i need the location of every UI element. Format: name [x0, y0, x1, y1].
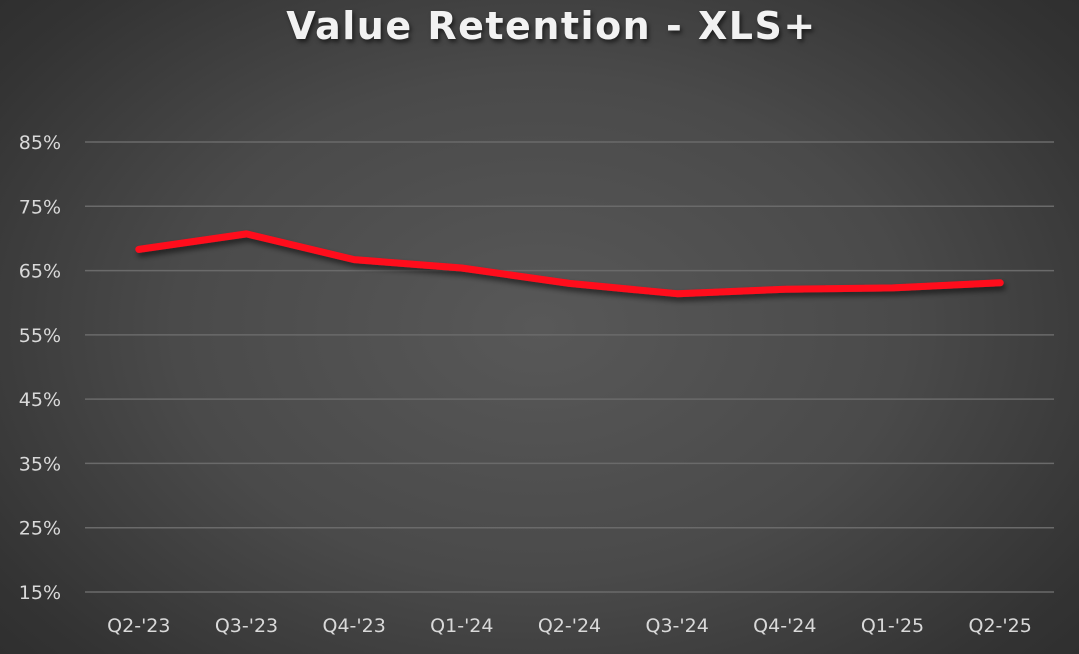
y-tick-label: 45% [19, 389, 61, 411]
x-tick-label: Q2-'25 [969, 615, 1032, 637]
x-tick-label: Q4-'23 [323, 615, 386, 637]
y-tick-label: 15% [19, 582, 61, 604]
y-tick-label: 85% [19, 132, 61, 154]
y-tick-label: 25% [19, 518, 61, 540]
x-tick-label: Q1-'25 [861, 615, 924, 637]
y-tick-label: 55% [19, 325, 61, 347]
x-axis-labels: Q2-'23 Q3-'23 Q4-'23 Q1-'24 Q2-'24 Q3-'24 Q4-'… [107, 615, 1032, 637]
x-tick-label: Q4-'24 [753, 615, 816, 637]
y-axis-labels: 85% 75% 65% 55% 45% 35% 25% 15% [19, 132, 61, 604]
y-tick-label: 35% [19, 453, 61, 475]
y-tick-label: 75% [19, 196, 61, 218]
series-line [135, 230, 1004, 298]
x-tick-label: Q3-'24 [646, 615, 709, 637]
y-tick-label: 65% [19, 261, 61, 283]
x-tick-label: Q3-'23 [215, 615, 278, 637]
gridlines [85, 141, 1054, 593]
chart-title: Value Retention - XLS+ [286, 4, 817, 48]
x-tick-label: Q2-'23 [107, 615, 170, 637]
x-tick-label: Q1-'24 [430, 615, 493, 637]
data-series [135, 230, 1004, 298]
x-tick-label: Q2-'24 [538, 615, 601, 637]
